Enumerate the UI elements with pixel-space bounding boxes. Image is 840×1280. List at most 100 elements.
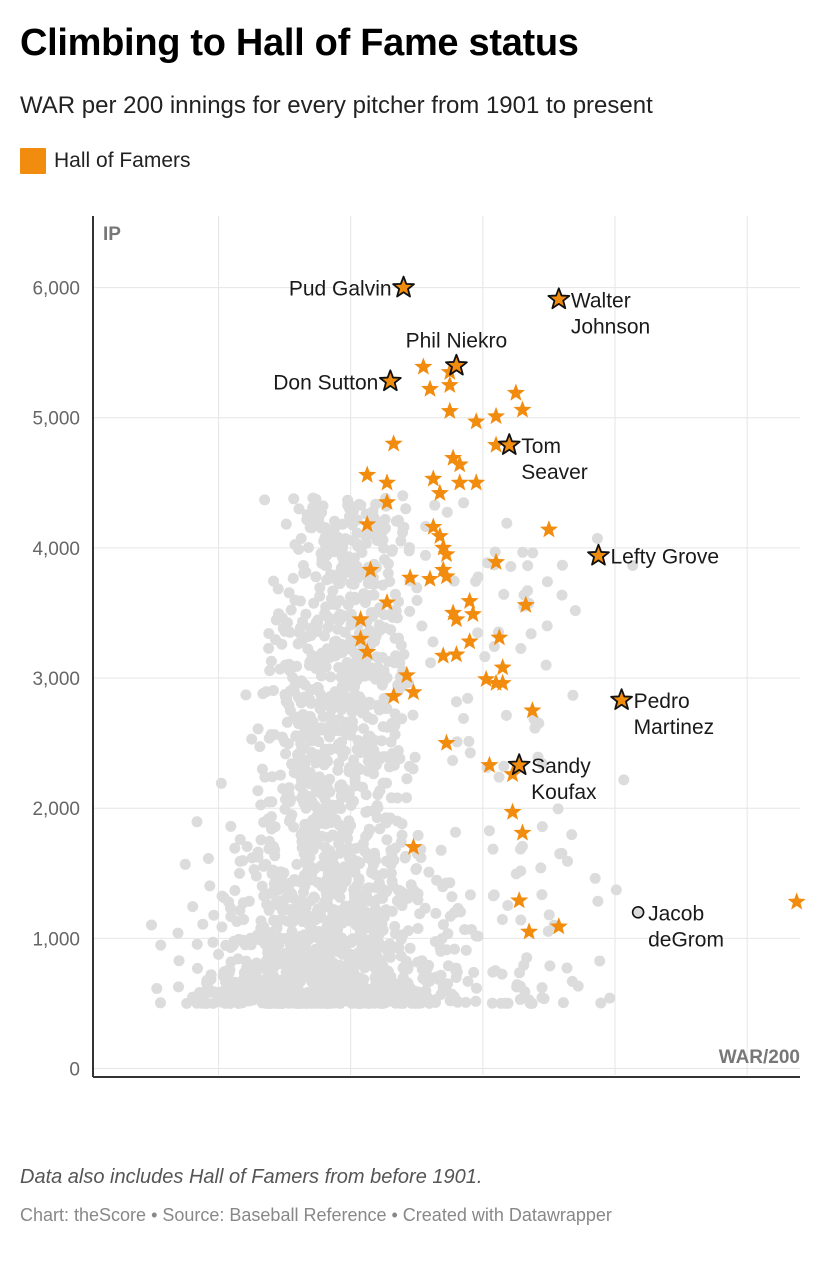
pitcher-point (294, 976, 306, 988)
pitcher-point (287, 907, 299, 919)
pitcher-point (334, 970, 346, 982)
pitcher-point (266, 796, 278, 808)
pitcher-point (401, 773, 413, 785)
pitcher-point (334, 713, 346, 725)
pitcher-point (336, 542, 347, 554)
pitcher-point (347, 898, 359, 910)
pitcher-point (241, 841, 253, 853)
pitcher-point (515, 843, 526, 855)
pitcher-point (407, 709, 419, 721)
pitcher-point (314, 582, 326, 594)
y-tick-label: 3,000 (32, 669, 80, 690)
pitcher-point (246, 852, 258, 864)
pitcher-point (265, 729, 277, 741)
pitcher-point (326, 803, 338, 815)
hof-star-point (440, 362, 459, 380)
hof-star-point (503, 802, 522, 820)
pitcher-point (155, 939, 167, 951)
hof-star-point (378, 492, 397, 511)
point-label: Sandy Koufax (531, 755, 597, 804)
pitcher-point (340, 722, 352, 734)
pitcher-point (372, 802, 384, 814)
pitcher-point (390, 515, 402, 527)
pitcher-point (279, 894, 291, 905)
pitcher-point (254, 741, 266, 753)
pitcher-point (335, 671, 347, 683)
pitcher-point (303, 768, 315, 779)
pitcher-point (240, 689, 252, 701)
pitcher-point (305, 697, 317, 709)
pitcher-point (412, 923, 424, 934)
pitcher-point (361, 889, 372, 901)
hof-star-point (378, 593, 397, 611)
pitcher-point (326, 721, 338, 733)
pitcher-point (394, 657, 406, 669)
pitcher-point (191, 938, 203, 950)
pitcher-point (259, 494, 271, 506)
legend-swatch-hall-of-famers (20, 148, 46, 174)
pitcher-point (355, 499, 367, 511)
pitcher-point (363, 852, 374, 864)
pitcher-point (324, 710, 336, 722)
pitcher-point (594, 955, 606, 967)
pitcher-point (374, 753, 386, 765)
hof-star-point (467, 473, 486, 491)
pitcher-point (398, 649, 410, 660)
pitcher-point (435, 844, 447, 856)
pitcher-point (299, 631, 311, 643)
hof-star-point (397, 665, 416, 684)
pitcher-point (283, 658, 295, 670)
pitcher-point (234, 855, 246, 867)
y-tick-label: 1,000 (32, 929, 80, 950)
pitcher-point (304, 826, 316, 838)
pitcher-point (500, 709, 512, 721)
pitcher-point (396, 818, 408, 830)
pitcher-point (331, 612, 343, 624)
pitcher-point (351, 855, 363, 867)
pitcher-point (591, 533, 603, 544)
pitcher-point (535, 862, 547, 874)
pitcher-point (356, 975, 368, 987)
point-labels: Pud Galvin Walter Johnson Phil Niekro Don Su… (273, 278, 724, 952)
pitcher-point (414, 908, 426, 920)
pitcher-point (352, 735, 364, 746)
pitcher-point (293, 503, 305, 515)
pitcher-point (562, 855, 573, 867)
pitcher-point (294, 622, 306, 634)
pitcher-point (333, 997, 345, 1009)
pitcher-point (339, 861, 350, 873)
hof-star-point (487, 406, 506, 425)
pitcher-point (298, 797, 310, 809)
pitcher-point (442, 978, 454, 990)
pitcher-point (299, 725, 311, 737)
pitcher-point (517, 546, 529, 558)
pitcher-point (416, 964, 428, 975)
pitcher-point (488, 889, 500, 901)
pitcher-point (446, 891, 458, 903)
pitcher-point (342, 833, 354, 844)
x-tick-label: 2 (345, 1098, 356, 1100)
pitcher-point (280, 518, 292, 530)
pitcher-point (518, 959, 530, 971)
highlighted-star-point (547, 287, 571, 310)
hof-star-point (516, 595, 535, 613)
pitcher-point (566, 975, 578, 987)
pitcher-point (285, 604, 297, 616)
y-tick-label: 5,000 (32, 409, 80, 430)
highlighted-circle-point (631, 906, 645, 919)
hof-star-point (384, 686, 403, 704)
pitcher-point (264, 665, 276, 677)
pitcher-point (345, 577, 357, 589)
pitcher-point (312, 818, 323, 830)
pitcher-point (351, 514, 363, 526)
highlighted-star-point (587, 543, 610, 566)
hof-star-point (444, 603, 463, 621)
pitcher-point (569, 605, 581, 617)
pitcher-point (255, 799, 267, 811)
y-tick-label: 4,000 (32, 539, 80, 560)
highlighted-points (378, 275, 645, 919)
pitcher-point (256, 962, 268, 974)
pitcher-point (313, 697, 325, 709)
pitcher-point (260, 858, 272, 870)
pitcher-point (291, 997, 303, 1009)
